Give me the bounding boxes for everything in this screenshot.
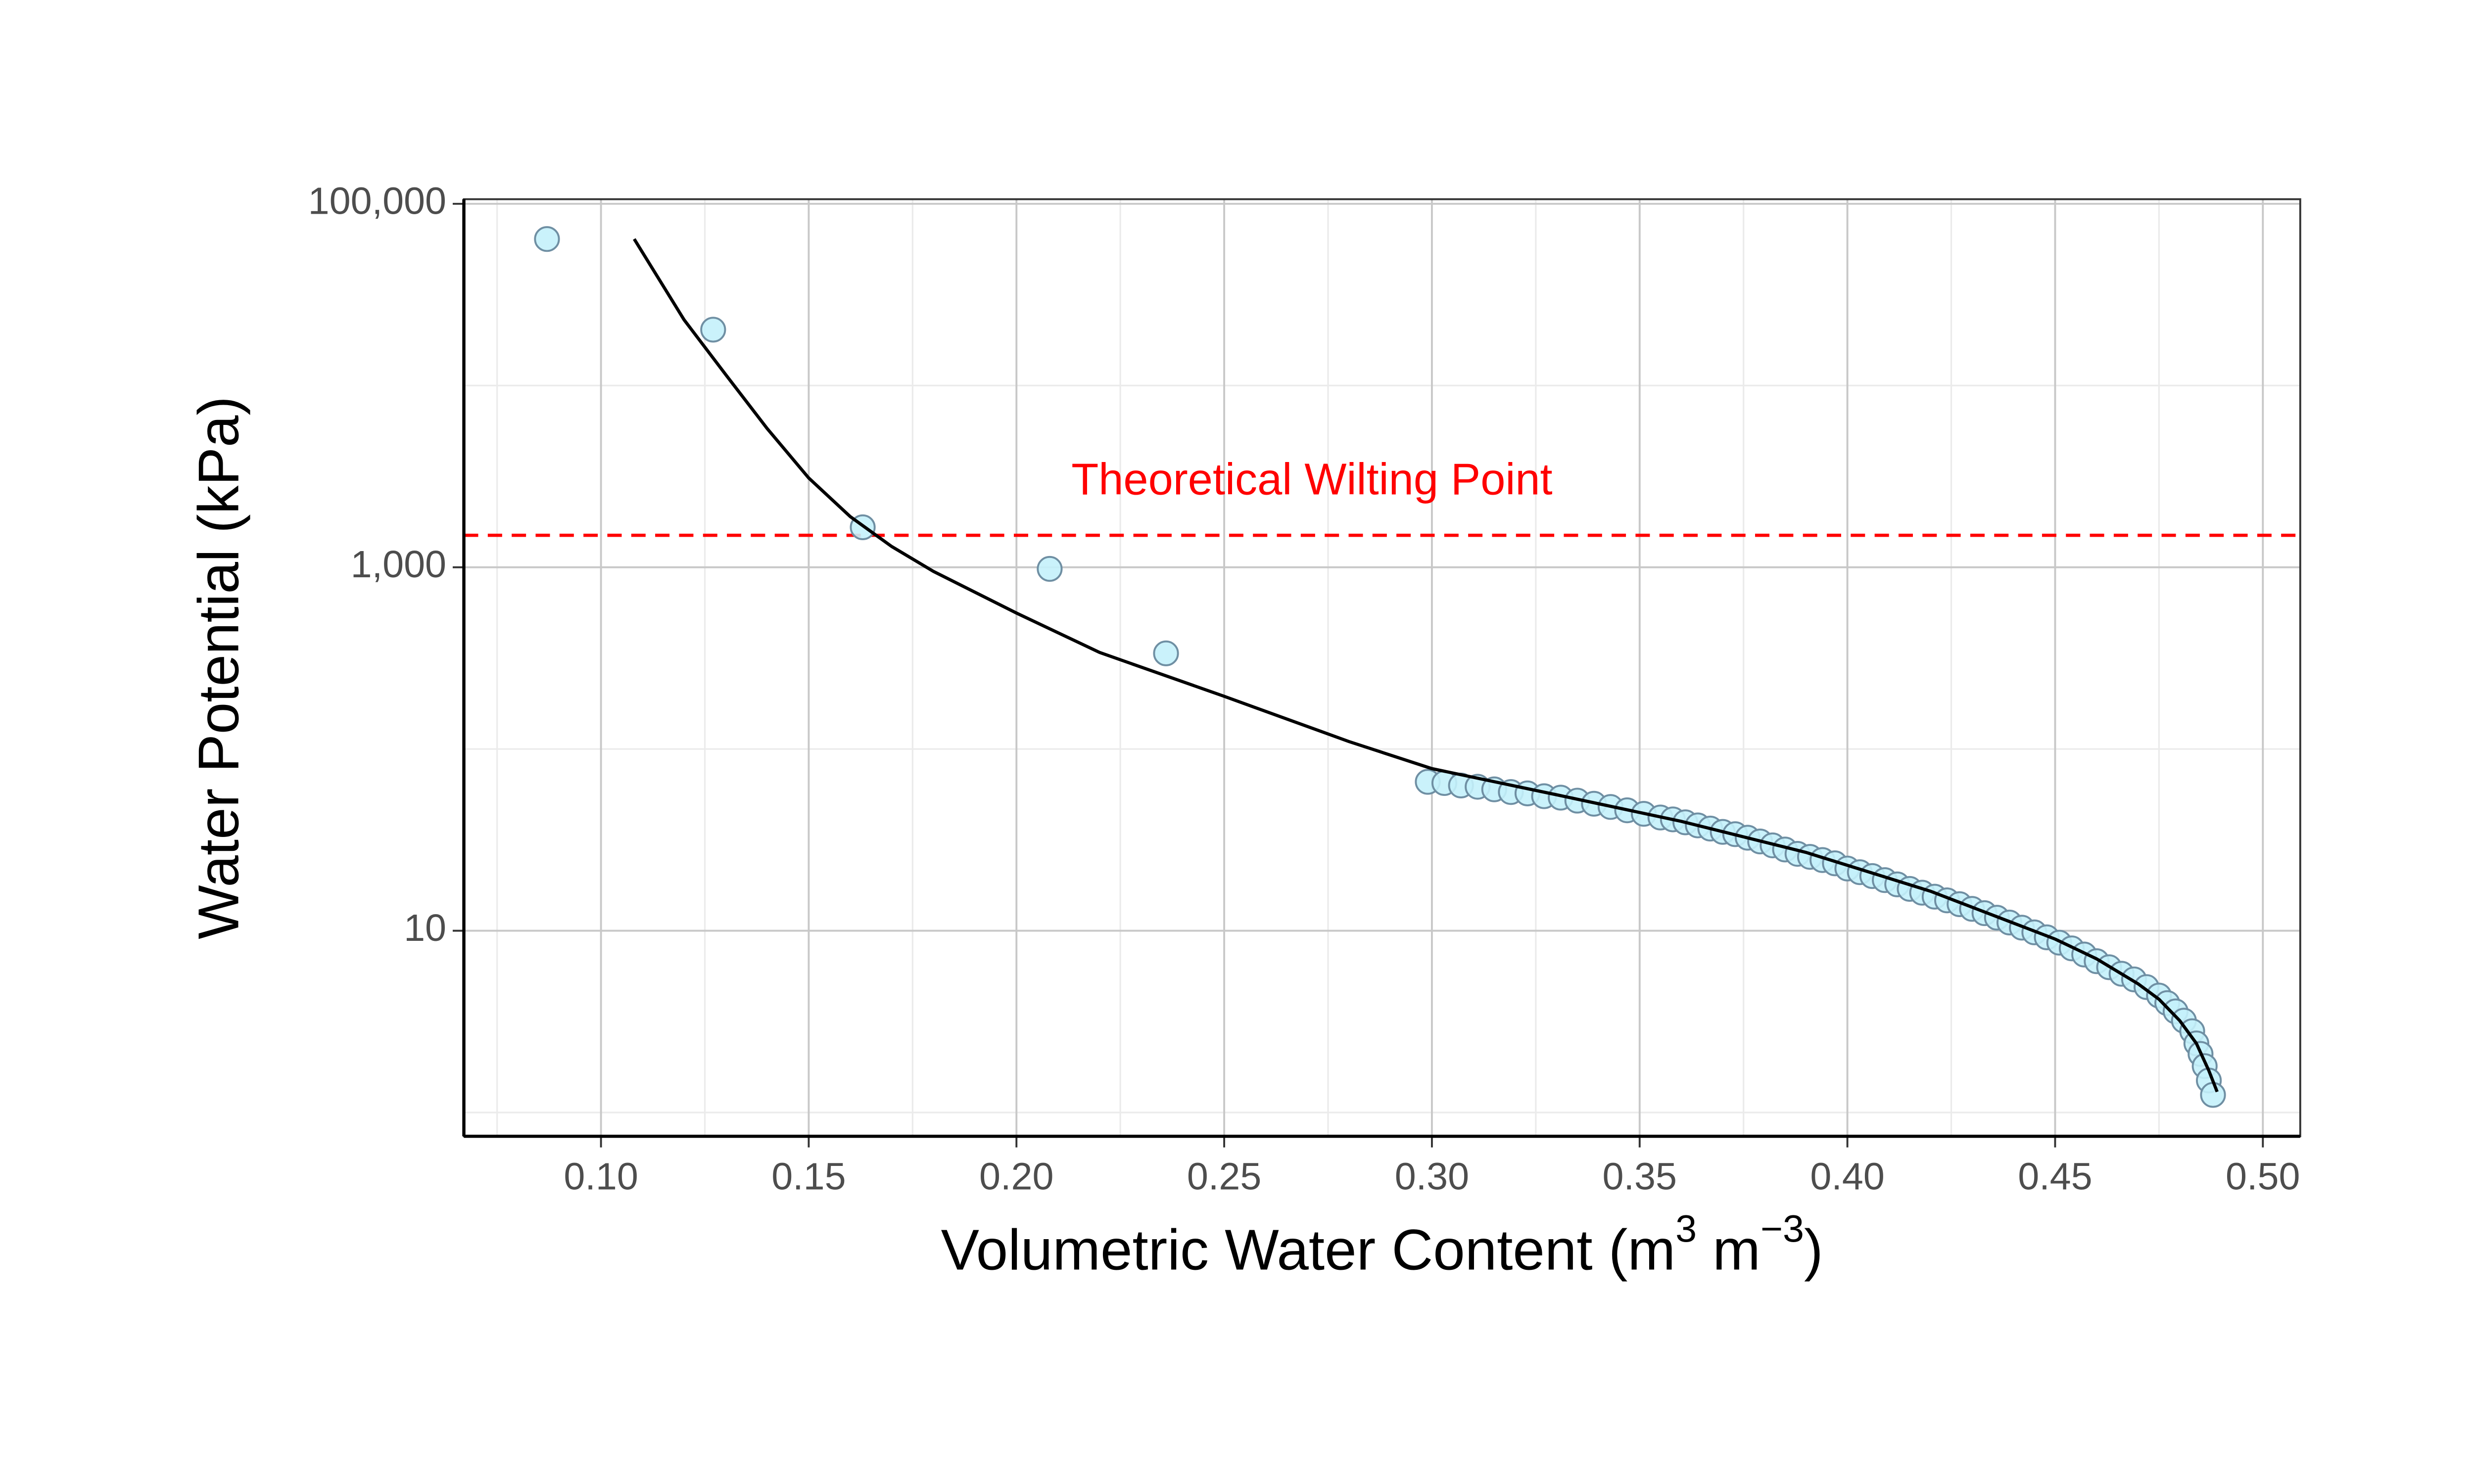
x-tick-label: 0.25 [1187,1155,1261,1198]
y-tick-label: 1,000 [351,543,446,586]
x-title-part: Volumetric Water Content (m [941,1217,1675,1282]
y-tick-label: 100,000 [308,180,446,222]
x-title-part: m [1697,1217,1760,1282]
reference-label: Theoretical Wilting Point [1071,455,1552,505]
data-point [2200,1082,2226,1108]
data-point [700,317,726,343]
x-tick-label: 0.15 [771,1155,846,1198]
data-point [1037,556,1063,582]
fitted-curve [633,238,2219,1093]
x-title-part: ) [1804,1217,1823,1282]
x-axis-title: Volumetric Water Content (m3 m−3) [941,1208,1823,1282]
x-tick-label: 0.30 [1395,1155,1469,1198]
data-point [1153,640,1179,666]
x-title-sup: 3 [1675,1208,1697,1251]
x-tick-label: 0.40 [1810,1155,1884,1198]
x-tick-label: 0.20 [979,1155,1053,1198]
x-title-sup: −3 [1760,1208,1804,1251]
x-tick-label: 0.45 [2018,1155,2092,1198]
x-tick-label: 0.10 [564,1155,638,1198]
y-axis-title: Water Potential (kPa) [187,396,251,939]
x-tick-label: 0.35 [1603,1155,1677,1198]
data-point [534,226,560,252]
x-tick-label: 0.50 [2226,1155,2300,1198]
y-tick-label: 10 [404,907,446,949]
